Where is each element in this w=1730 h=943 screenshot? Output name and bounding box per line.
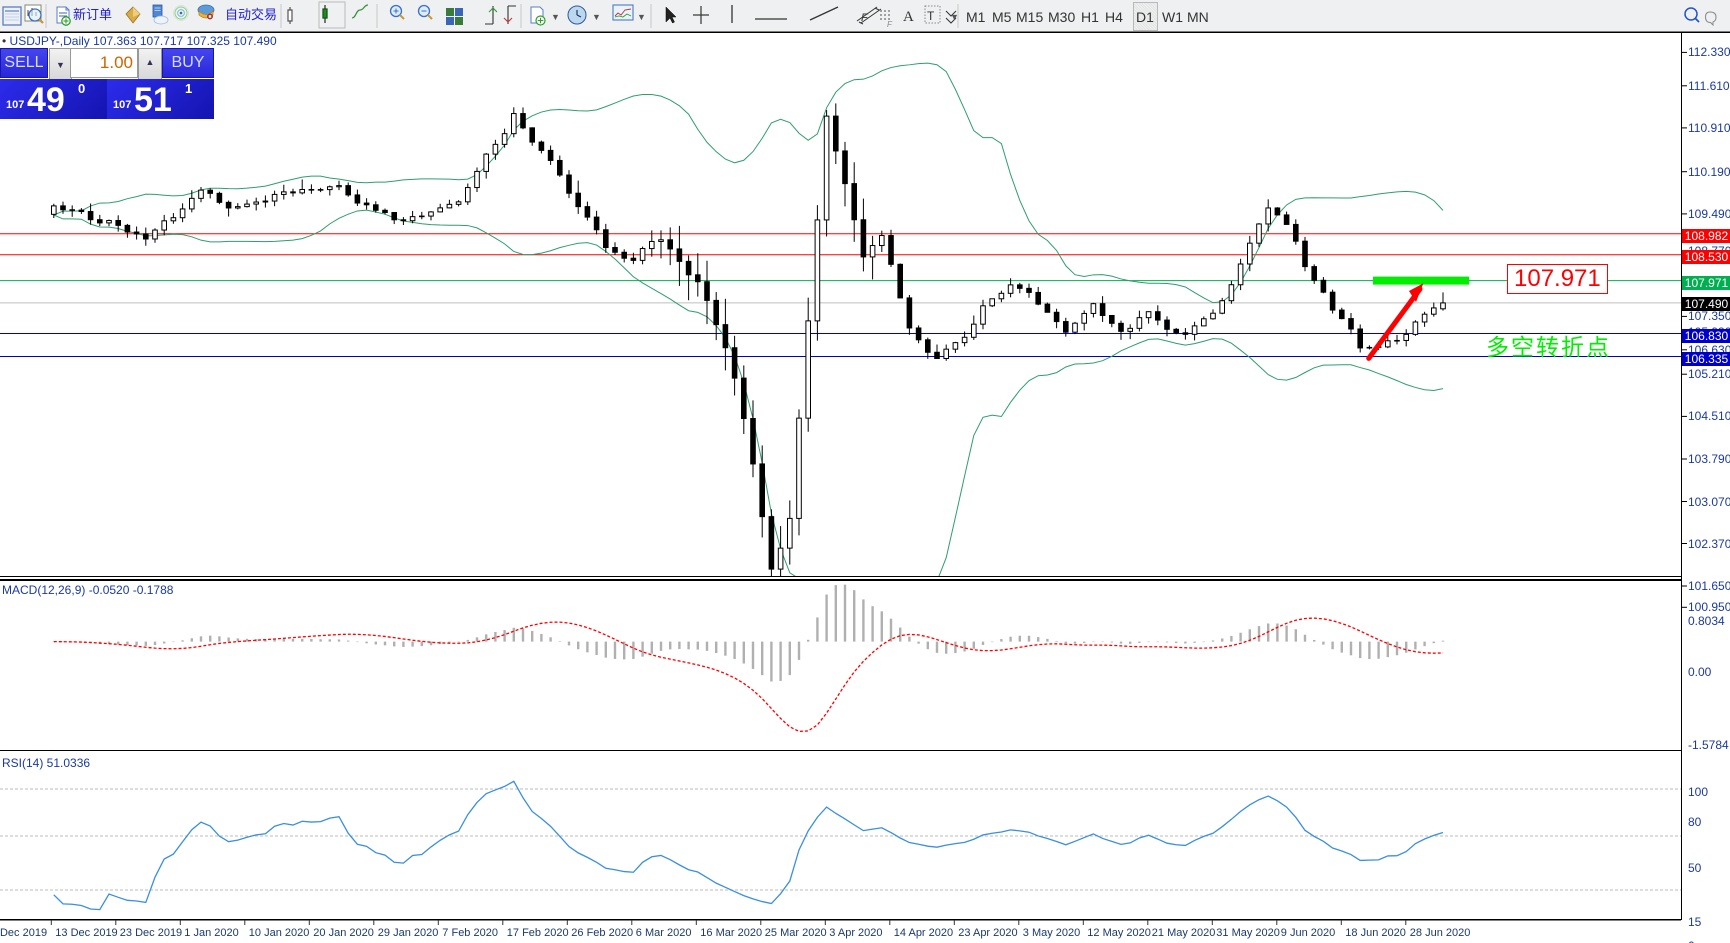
svg-text:多空转折点: 多空转折点: [1486, 334, 1611, 360]
svg-text:21 May 2020: 21 May 2020: [1152, 927, 1216, 939]
svg-text:26 Feb 2020: 26 Feb 2020: [571, 927, 633, 939]
svg-text:20 Jan 2020: 20 Jan 2020: [313, 927, 374, 939]
svg-text:3 Apr 2020: 3 Apr 2020: [829, 927, 882, 939]
svg-text:18 Jun 2020: 18 Jun 2020: [1345, 927, 1406, 939]
svg-text:25 Mar 2020: 25 Mar 2020: [765, 927, 827, 939]
svg-text:7 Feb 2020: 7 Feb 2020: [442, 927, 498, 939]
svg-text:13 Dec 2019: 13 Dec 2019: [55, 927, 117, 939]
svg-text:14 Apr 2020: 14 Apr 2020: [894, 927, 953, 939]
svg-text:31 May 2020: 31 May 2020: [1216, 927, 1280, 939]
svg-text:10 Jan 2020: 10 Jan 2020: [249, 927, 310, 939]
svg-text:9 Jun 2020: 9 Jun 2020: [1281, 927, 1335, 939]
svg-text:3 May 2020: 3 May 2020: [1023, 927, 1080, 939]
svg-text:3 Dec 2019: 3 Dec 2019: [0, 927, 47, 939]
svg-text:6 Mar 2020: 6 Mar 2020: [636, 927, 692, 939]
svg-text:12 May 2020: 12 May 2020: [1087, 927, 1151, 939]
svg-text:23 Apr 2020: 23 Apr 2020: [958, 927, 1017, 939]
svg-text:23 Dec 2019: 23 Dec 2019: [120, 927, 182, 939]
svg-text:29 Jan 2020: 29 Jan 2020: [378, 927, 439, 939]
svg-text:17 Feb 2020: 17 Feb 2020: [507, 927, 569, 939]
svg-text:16 Mar 2020: 16 Mar 2020: [700, 927, 762, 939]
svg-text:1 Jan 2020: 1 Jan 2020: [184, 927, 238, 939]
svg-text:28 Jun 2020: 28 Jun 2020: [1410, 927, 1471, 939]
